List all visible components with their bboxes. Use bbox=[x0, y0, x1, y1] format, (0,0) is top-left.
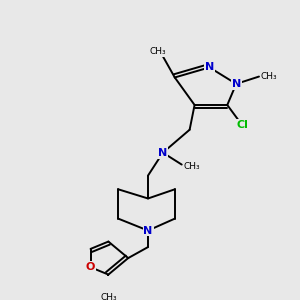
Text: N: N bbox=[143, 226, 153, 236]
Text: CH₃: CH₃ bbox=[100, 293, 117, 300]
Text: N: N bbox=[158, 148, 167, 158]
Text: N: N bbox=[205, 62, 214, 72]
Text: Cl: Cl bbox=[236, 120, 248, 130]
Text: O: O bbox=[86, 262, 95, 272]
Text: CH₃: CH₃ bbox=[261, 72, 277, 81]
Text: CH₃: CH₃ bbox=[150, 47, 166, 56]
Text: CH₃: CH₃ bbox=[183, 162, 200, 171]
Text: N: N bbox=[232, 79, 241, 89]
